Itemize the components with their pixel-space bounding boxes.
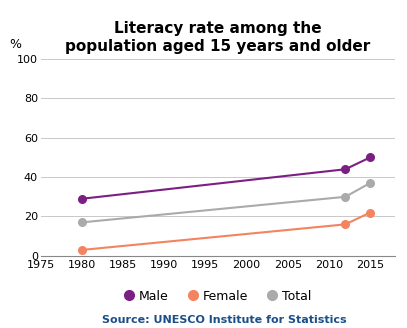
Total — [368, 181, 372, 185]
Legend: Male, Female, Total: Male, Female, Total — [124, 290, 311, 303]
Female — [368, 211, 372, 215]
Total — [343, 195, 348, 199]
Male — [343, 167, 348, 171]
Male — [79, 197, 84, 201]
Female — [79, 248, 84, 252]
Text: %: % — [9, 38, 21, 51]
Title: Literacy rate among the
population aged 15 years and older: Literacy rate among the population aged … — [65, 21, 370, 54]
Male — [368, 155, 372, 159]
Text: Source: UNESCO Institute for Statistics: Source: UNESCO Institute for Statistics — [101, 315, 346, 325]
Female — [343, 222, 348, 226]
Total — [79, 220, 84, 224]
Line: Female: Female — [78, 209, 374, 254]
Line: Male: Male — [78, 154, 374, 203]
Line: Total: Total — [78, 179, 374, 226]
